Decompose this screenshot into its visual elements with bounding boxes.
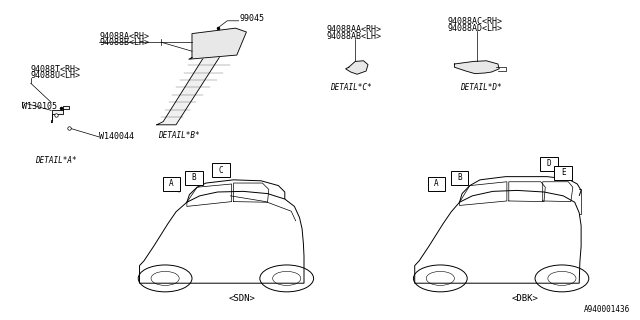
Text: D: D	[547, 159, 552, 168]
Polygon shape	[454, 61, 499, 74]
FancyBboxPatch shape	[554, 166, 572, 180]
Text: DETAIL*C*: DETAIL*C*	[330, 83, 372, 92]
FancyBboxPatch shape	[540, 157, 558, 171]
Text: <SDN>: <SDN>	[228, 294, 255, 303]
Text: W140044: W140044	[99, 132, 134, 141]
Text: DETAIL*D*: DETAIL*D*	[460, 83, 502, 92]
Text: A940001436: A940001436	[584, 305, 630, 314]
Text: 94088T<RH>: 94088T<RH>	[31, 65, 81, 74]
Polygon shape	[346, 61, 368, 74]
Text: <DBK>: <DBK>	[511, 294, 538, 303]
Text: A: A	[434, 180, 439, 188]
FancyBboxPatch shape	[185, 171, 203, 185]
Text: 94088AB<LH>: 94088AB<LH>	[326, 32, 381, 41]
Polygon shape	[157, 34, 234, 125]
Text: 94088B<LH>: 94088B<LH>	[99, 38, 149, 47]
FancyBboxPatch shape	[451, 171, 468, 185]
Text: E: E	[561, 168, 566, 177]
Text: 99045: 99045	[240, 14, 265, 23]
Text: 94088AD<LH>: 94088AD<LH>	[448, 24, 503, 33]
FancyBboxPatch shape	[428, 177, 445, 191]
Text: DETAIL*A*: DETAIL*A*	[35, 156, 77, 165]
Text: B: B	[191, 173, 196, 182]
Text: 94088U<LH>: 94088U<LH>	[31, 71, 81, 80]
Text: A: A	[169, 180, 174, 188]
Text: 94088AC<RH>: 94088AC<RH>	[448, 17, 503, 26]
Text: C: C	[218, 166, 223, 175]
Text: DETAIL*B*: DETAIL*B*	[158, 131, 200, 140]
Polygon shape	[189, 28, 246, 59]
Text: B: B	[457, 173, 462, 182]
FancyBboxPatch shape	[163, 177, 180, 191]
Text: 94088A<RH>: 94088A<RH>	[99, 32, 149, 41]
Polygon shape	[51, 106, 69, 122]
Text: W130105: W130105	[22, 102, 58, 111]
FancyBboxPatch shape	[212, 163, 230, 177]
Text: 94088AA<RH>: 94088AA<RH>	[326, 25, 381, 34]
